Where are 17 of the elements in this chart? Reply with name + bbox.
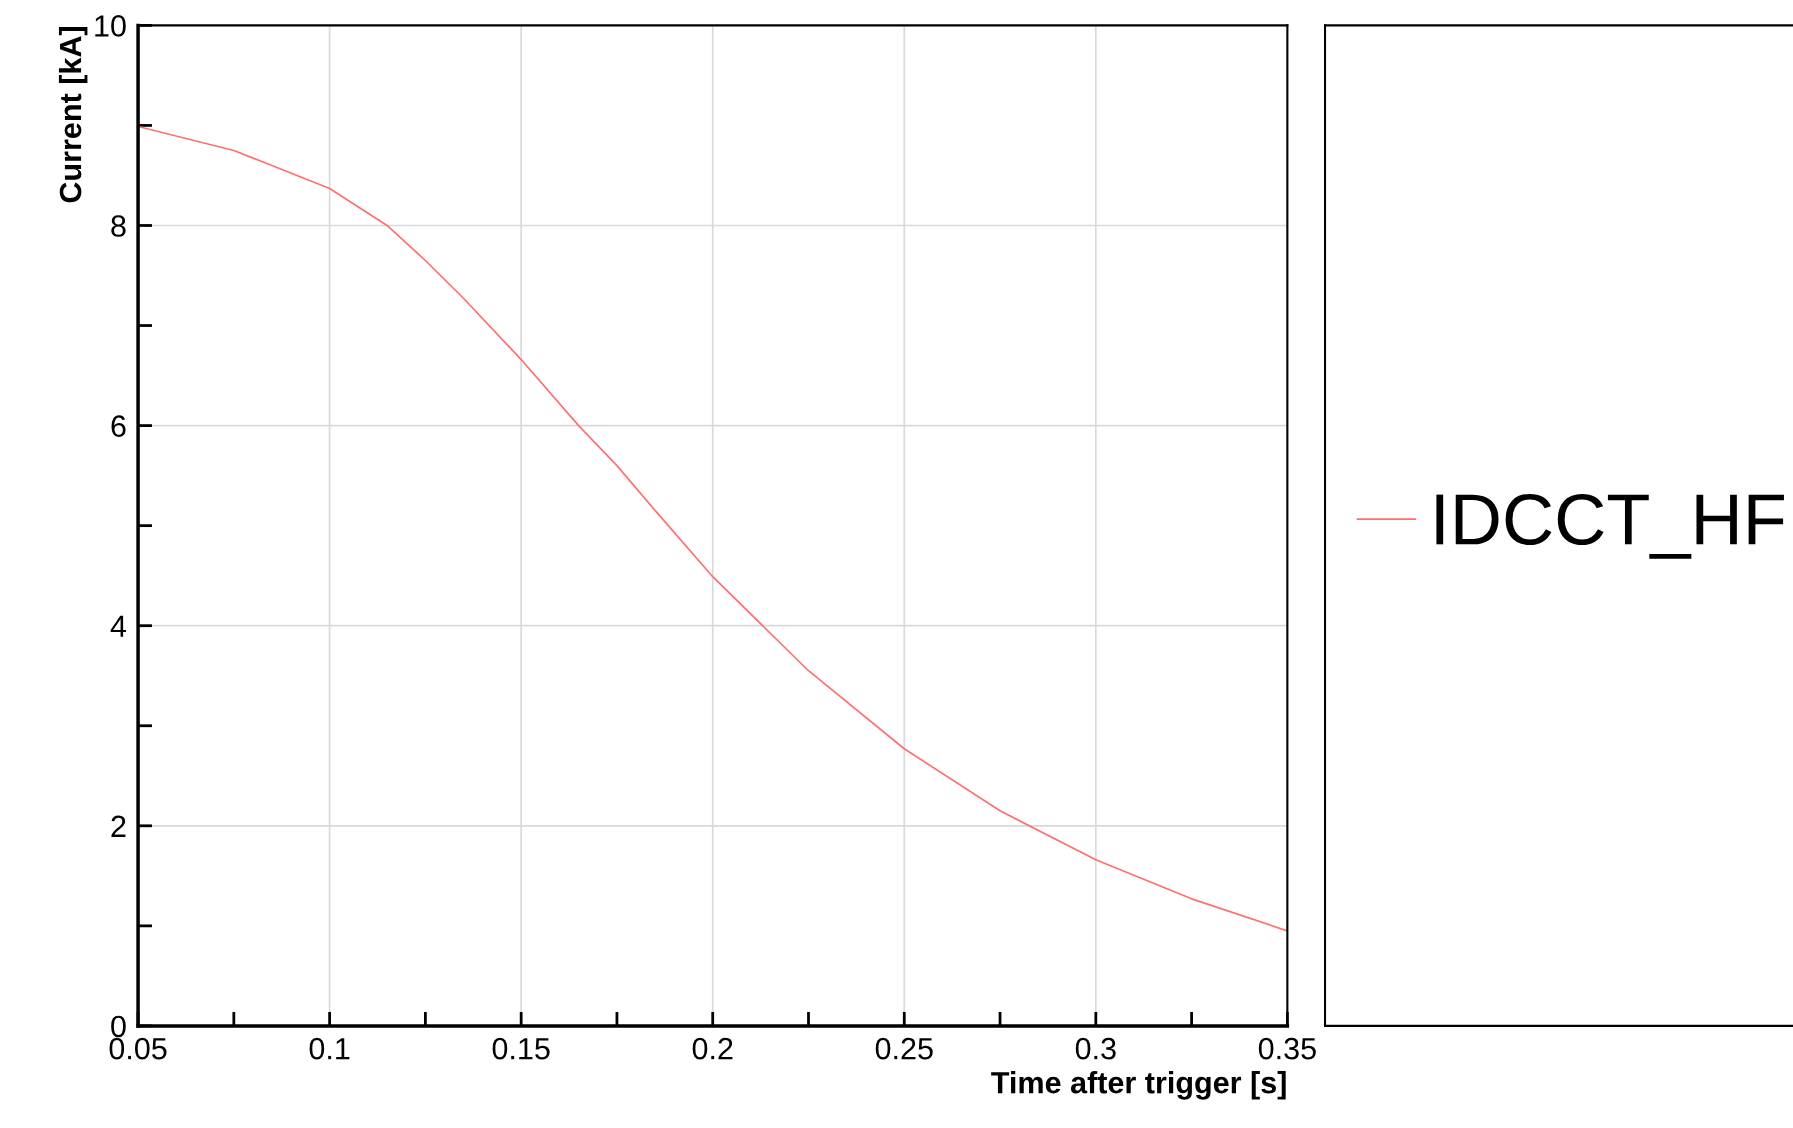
y-tick-label: 4 — [110, 615, 127, 637]
y-tick-label: 10 — [95, 15, 126, 37]
y-axis-title: Current [kA] — [58, 27, 88, 203]
legend-label: IDCCT_HF — [1436, 493, 1784, 559]
y-tick-label: 0 — [111, 1015, 126, 1038]
y-tick-label: 2 — [111, 815, 126, 837]
x-tick-label: 0.3 — [1075, 1037, 1116, 1060]
x-tick-label: 0.1 — [309, 1037, 350, 1060]
x-tick-label: 0.35 — [1258, 1037, 1316, 1060]
line-series — [138, 125, 1288, 932]
x-tick-label: 0.05 — [109, 1037, 167, 1060]
x-tick-label: 0.25 — [875, 1037, 933, 1060]
x-tick-label: 0.15 — [492, 1037, 550, 1060]
x-axis-title: Time after trigger [s] — [991, 1071, 1286, 1100]
y-tick-label: 8 — [111, 215, 126, 237]
y-tick-label: 6 — [111, 415, 126, 437]
x-tick-label: 0.2 — [692, 1037, 733, 1060]
